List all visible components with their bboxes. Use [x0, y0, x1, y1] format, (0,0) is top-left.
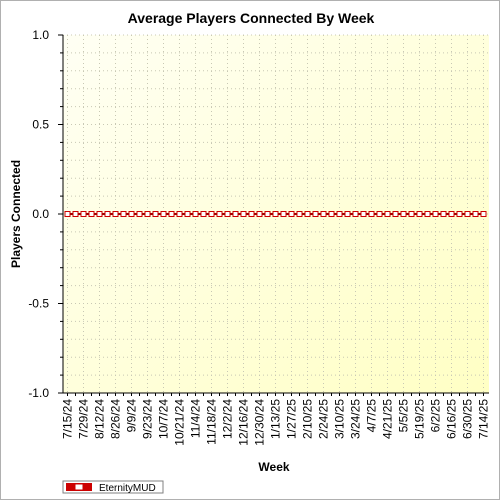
data-point	[408, 211, 415, 217]
x-tick-label: 7/14/25	[477, 399, 491, 439]
data-point	[392, 211, 399, 217]
x-tick-label: 9/9/24	[125, 399, 139, 433]
data-point	[288, 211, 295, 217]
data-point	[72, 211, 79, 217]
data-point	[416, 211, 423, 217]
data-point	[248, 211, 255, 217]
x-tick-label: 10/21/24	[173, 399, 187, 446]
data-point	[184, 211, 191, 217]
x-tick-label: 6/16/25	[445, 399, 459, 439]
x-tick-label: 10/7/24	[157, 399, 171, 439]
data-point	[200, 211, 207, 217]
y-axis-ticks: 1.0 0.5 0.0 -0.5 -1.0	[28, 28, 63, 400]
x-tick-label: 7/29/24	[77, 399, 91, 439]
data-point	[152, 211, 159, 217]
data-point	[264, 211, 271, 217]
x-tick-label: 2/10/25	[301, 399, 315, 439]
x-tick-label: 3/24/25	[349, 399, 363, 439]
x-tick-label: 6/2/25	[429, 399, 443, 433]
legend-marker	[74, 483, 84, 491]
data-point	[432, 211, 439, 217]
data-point	[360, 211, 367, 217]
x-tick-label: 3/10/25	[333, 399, 347, 439]
data-point	[344, 211, 351, 217]
data-point	[240, 211, 247, 217]
data-point	[144, 211, 151, 217]
x-tick-label: 2/24/25	[317, 399, 331, 439]
data-point	[176, 211, 183, 217]
x-tick-label: 12/16/24	[237, 399, 251, 446]
data-point	[104, 211, 111, 217]
legend: EternityMUD	[62, 480, 164, 494]
y-tick-label: -1.0	[28, 386, 49, 400]
data-point	[368, 211, 375, 217]
legend-label: EternityMUD	[99, 483, 156, 494]
data-point	[328, 211, 335, 217]
data-point	[400, 211, 407, 217]
data-point	[296, 211, 303, 217]
data-point	[456, 211, 463, 217]
x-tick-label: 12/2/24	[221, 399, 235, 439]
y-axis-title: Players Connected	[9, 160, 23, 268]
data-point	[128, 211, 135, 217]
data-point	[312, 211, 319, 217]
data-point	[448, 211, 455, 217]
x-tick-label: 11/18/24	[205, 399, 219, 445]
x-tick-label: 9/23/24	[141, 399, 155, 439]
data-point	[376, 211, 383, 217]
data-point	[88, 211, 95, 217]
data-point	[256, 211, 263, 217]
data-point	[304, 211, 311, 217]
data-point	[352, 211, 359, 217]
data-point	[80, 211, 87, 217]
data-point	[160, 211, 167, 217]
series-layer	[64, 211, 487, 217]
data-point	[216, 211, 223, 217]
data-point	[64, 211, 71, 217]
x-tick-label: 4/7/25	[365, 399, 379, 433]
data-point	[464, 211, 471, 217]
data-point	[96, 211, 103, 217]
y-tick-label: 0.0	[32, 207, 49, 221]
x-tick-label: 8/26/24	[109, 399, 123, 439]
chart-title: Average Players Connected By Week	[128, 10, 375, 26]
x-tick-label: 7/15/24	[61, 399, 75, 439]
data-point	[440, 211, 447, 217]
data-point	[472, 211, 479, 217]
x-axis-title: Week	[258, 460, 289, 474]
data-point	[232, 211, 239, 217]
data-point	[480, 211, 487, 217]
data-point	[208, 211, 215, 217]
x-tick-label: 5/5/25	[397, 399, 411, 433]
data-point	[320, 211, 327, 217]
data-point	[336, 211, 343, 217]
data-point	[224, 211, 231, 217]
x-tick-label: 12/30/24	[253, 399, 267, 446]
data-point	[112, 211, 119, 217]
x-axis-ticks: 7/15/24 7/29/24 8/12/24 8/26/24 9/9/24 9/23/2…	[61, 393, 491, 446]
data-point	[136, 211, 143, 217]
data-point	[272, 211, 279, 217]
y-tick-label: 0.5	[32, 118, 49, 132]
x-tick-label: 8/12/24	[93, 399, 107, 439]
y-tick-label: 1.0	[32, 28, 49, 42]
x-tick-label: 1/27/25	[285, 399, 299, 439]
data-point	[120, 211, 127, 217]
x-tick-label: 1/13/25	[269, 399, 283, 439]
data-point	[168, 211, 175, 217]
x-tick-label: 5/19/25	[413, 399, 427, 439]
x-tick-label: 4/21/25	[381, 399, 395, 439]
x-tick-label: 11/4/24	[189, 399, 203, 438]
data-point	[192, 211, 199, 217]
data-point	[424, 211, 431, 217]
data-point	[280, 211, 287, 217]
x-tick-label: 6/30/25	[461, 399, 475, 439]
data-point	[384, 211, 391, 217]
y-tick-label: -0.5	[28, 297, 49, 311]
